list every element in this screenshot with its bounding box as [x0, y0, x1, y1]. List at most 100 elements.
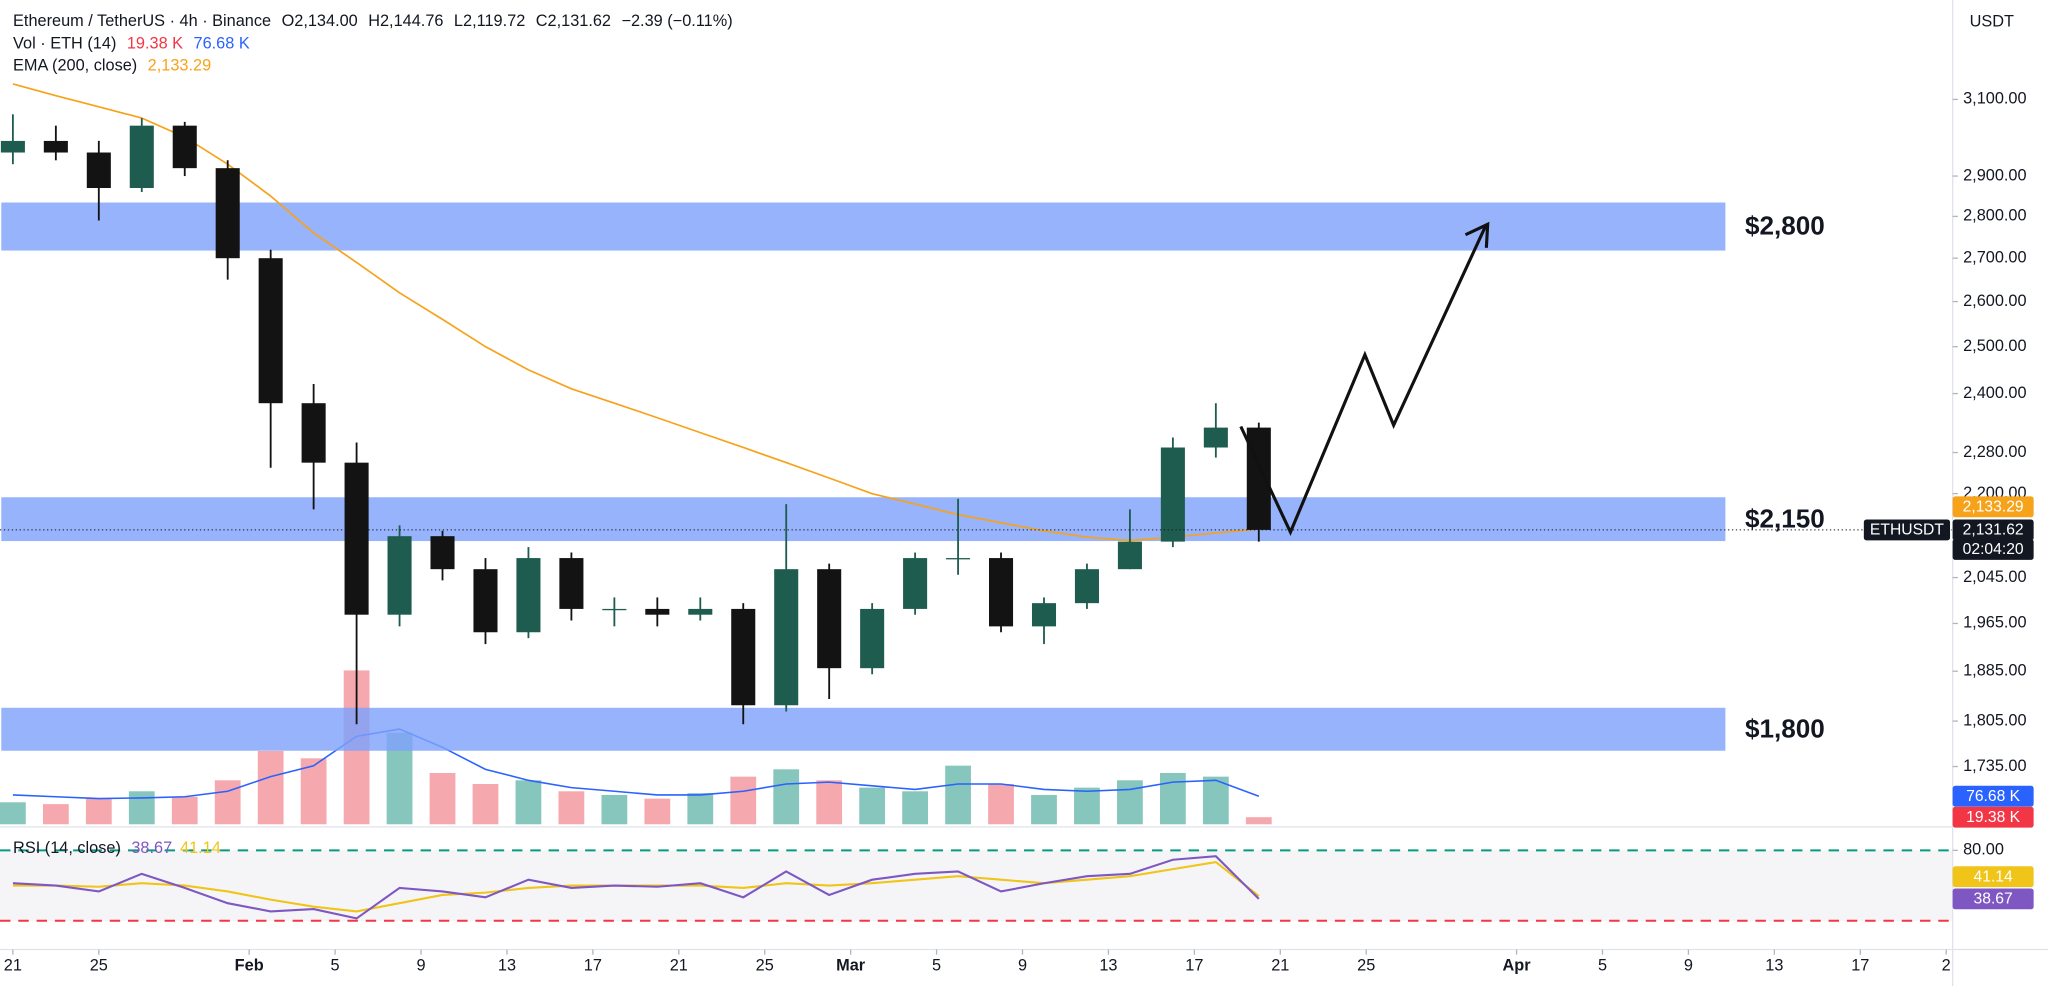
volume-ma-line: [12, 728, 1260, 800]
x-tick-label: 21: [1271, 957, 1289, 975]
x-tick-label: 25: [90, 957, 108, 975]
x-tick-label: 13: [498, 957, 516, 975]
y-tick-label: 2,600.00: [1963, 292, 2026, 310]
volume-bar: [644, 798, 671, 825]
currency: USDT: [1970, 12, 2014, 30]
x-tick-label: 9: [1684, 957, 1693, 975]
y-tick-label: 2,280.00: [1963, 443, 2026, 461]
rsi-name: RSI (14, close): [13, 839, 121, 857]
volume-bar: [171, 796, 198, 825]
x-tick-label: 5: [932, 957, 941, 975]
volume-bar: [128, 791, 155, 825]
volume-bar: [730, 776, 757, 825]
candle-body: [774, 569, 799, 706]
ohlc-value: 2,144.76: [380, 12, 443, 30]
volume-bar: [1031, 794, 1057, 825]
volume-bar: [1074, 787, 1100, 825]
candle-body: [387, 536, 412, 615]
volume-bar: [816, 780, 843, 825]
x-tick-label: 21: [670, 957, 688, 975]
candle-body: [1031, 603, 1057, 627]
volume-bar: [859, 787, 886, 825]
zone: [1, 202, 1726, 251]
x-tick-label: 17: [584, 957, 602, 975]
x-tick-label: 9: [1018, 957, 1027, 975]
ohlc-value: 2,131.62: [548, 12, 611, 30]
symbol-title: Ethereum / TetherUS · 4h · Binance: [13, 12, 271, 30]
y-tick-label: 1,965.00: [1963, 614, 2026, 632]
volume-tag-bg: [1952, 806, 2034, 828]
legend-rsi: RSI (14, close) 38.67 41.14: [13, 839, 221, 857]
symbol-tag: ETHUSDT: [1870, 522, 1944, 539]
candle-body: [731, 608, 756, 706]
rsi-tag: 38.67: [1974, 891, 2013, 908]
candle-body: [602, 608, 627, 611]
candle-body: [1246, 427, 1271, 530]
candle-body: [817, 569, 842, 669]
main-layer: $2,800 $2,150 $1,800: [0, 83, 1953, 922]
x-tick-label: 25: [756, 957, 774, 975]
candle-body: [989, 558, 1014, 627]
rsi-ma-tag-bg: [1952, 866, 2034, 888]
candle-body: [1160, 447, 1185, 542]
symbol-tag-bg: [1863, 519, 1951, 541]
y-tick-label: 2,900.00: [1963, 166, 2026, 184]
x-tick-label: 17: [1185, 957, 1203, 975]
volume-bar: [429, 772, 456, 825]
candle-body: [516, 558, 541, 633]
volume-bar: [42, 804, 69, 825]
candle-body: [559, 558, 584, 609]
x-tick-label: 5: [1598, 957, 1607, 975]
candle-body: [86, 152, 111, 189]
zone-label: $2,800: [1745, 211, 1825, 241]
candle-body: [860, 608, 885, 669]
y-tick-label: 2,400.00: [1963, 384, 2026, 402]
price-tag-bg: [1952, 519, 2034, 541]
candle-body: [903, 558, 928, 609]
candle-body: [129, 125, 154, 189]
candle-body: [1203, 427, 1228, 448]
price-tag: 2,131.62: [1963, 522, 2024, 539]
rsi-line: [12, 855, 1260, 920]
volume-last: 19.38 K: [127, 35, 183, 53]
ema-line: [12, 83, 1259, 542]
x-tick-label: 21: [4, 957, 22, 975]
ohlc-value: 2,134.00: [294, 12, 357, 30]
ema-tag-bg: [1952, 496, 2034, 518]
volume-bar: [0, 802, 26, 825]
volume-bar: [601, 794, 628, 825]
zone: [1, 707, 1726, 751]
countdown-tag-bg: [1952, 539, 2034, 560]
volume-name: Vol · ETH (14): [13, 35, 116, 53]
volume-ma-tag: 76.68 K: [1966, 788, 2021, 805]
ohlc-key: C: [536, 12, 548, 30]
front-layer: 3,100.00 2,900.00 2,800.00 2,700.00 2,600.00…: [4, 90, 2034, 975]
candle-body: [0, 140, 25, 153]
volume-bar: [257, 751, 284, 825]
y-tick-label: 2,500.00: [1963, 337, 2026, 355]
ohlc-key: H: [368, 12, 380, 30]
volume-bar: [687, 793, 714, 825]
volume-bar: [1202, 776, 1229, 825]
candle-body: [43, 140, 68, 153]
x-tick-label: 17: [1851, 957, 1869, 975]
legend-ema: EMA (200, close) 2,133.29: [13, 57, 211, 75]
y-tick-label: 2,045.00: [1963, 568, 2026, 586]
candle-body: [344, 462, 369, 615]
x-tick-label: 13: [1765, 957, 1783, 975]
y-tick-label: 1,885.00: [1963, 662, 2026, 680]
zone-label: $2,150: [1745, 503, 1825, 533]
candle-body: [1074, 569, 1099, 604]
volume-bar: [472, 783, 499, 825]
volume-bar: [300, 758, 327, 825]
x-tick-label: 9: [416, 957, 425, 975]
rsi-last: 38.67: [131, 839, 172, 857]
x-tick-label: 2: [1942, 957, 1951, 975]
x-tick-label: 13: [1099, 957, 1117, 975]
x-tick-label: Feb: [235, 957, 264, 975]
volume-bar: [515, 780, 542, 825]
volume-bar: [988, 783, 1014, 825]
volume-bar: [945, 765, 971, 825]
